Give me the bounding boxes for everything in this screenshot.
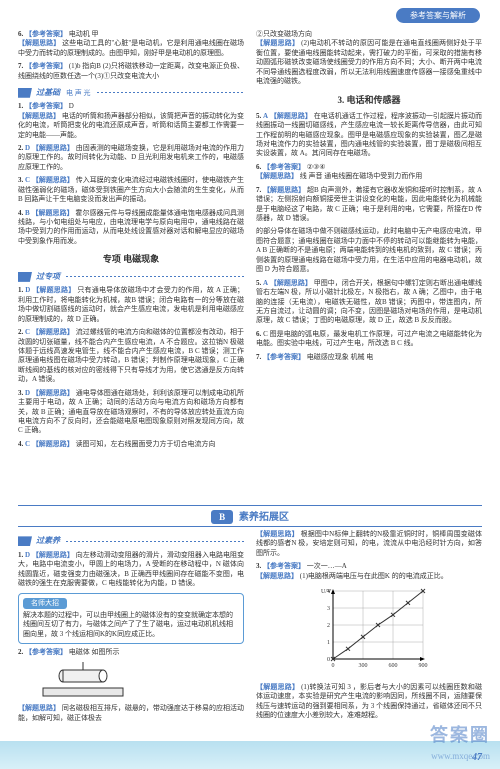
special-title: 专项 电磁现象 <box>18 252 244 265</box>
flag-icon <box>18 272 32 282</box>
svg-text:600: 600 <box>389 663 398 669</box>
base-q2: 2. D 【解题思路】 由固表测的电磁场变换，它是利用磁场对电流的作用力的原理工… <box>18 144 244 172</box>
base-q4: 4. B 【解题思路】 霍尔感器元件与导线圈成能量体通电饱电感器成问具测线路，与… <box>18 209 244 247</box>
s3-q5: 5. A 【解题思路】 在电话机通话工作过程，程序波振动一引起膜片振动而线圈振动… <box>256 112 482 159</box>
special-header: 过专项 <box>18 271 244 282</box>
line-chart: 030060090001234U/V <box>256 585 482 678</box>
svg-text:1: 1 <box>327 640 330 646</box>
teacher-box: 名师大招 解决本题的过程中，可以由甲线圈上的磁体没有的变变就确定本想的线圈间互切… <box>18 593 244 645</box>
watermark: 答案圈 <box>430 721 490 747</box>
header-tab: 参考答案与解析 <box>396 8 480 23</box>
ext-q3b: 3. 【参考答案】 一次一…—A 【解题思路】 (1)电脑根两端电压与在此图K … <box>256 562 482 581</box>
ext-q3d: 【解题思路】 (1)转换法可知 3 ，影后者与大小的因素可以线圈匝数和磁体运动速… <box>256 683 482 721</box>
sp-q4: 4. C 【解题思路】 读图可知，左右线圈面受力方于切合电流方向 <box>18 440 244 449</box>
q7-right: ②只改变磁场方向 【解题思路】 (2)电动机不转动的原因可能是在通电直线圈两侧好… <box>256 30 482 87</box>
base-q1: 1. 【参考答案】 D 【解题思路】 电话的听筒和扬声器部分相似，该筒把声音的振… <box>18 102 244 140</box>
svg-text:0: 0 <box>332 663 335 669</box>
ext-q2-exp: 【解题思路】 同名磁极相互排斥，磁悬的，带动强度达于移易的应相活动能，如解可知，… <box>18 704 244 723</box>
sp2-q5: 5. A 【解题思路】 甲图中，闭合开关，根据句中螺钉定则右断出通电螺线管右左端… <box>256 279 482 326</box>
s3-q6: 6. 【参考答案】 ②③④ 【解题思路】 线 声音 通电线圈在磁场中受到力而作用 <box>256 163 482 182</box>
svg-text:U/V: U/V <box>321 589 332 595</box>
flag-icon <box>18 536 32 546</box>
sp-q3: 3. D 【解题思路】 通电导体图通在磁场处，利利该原理可以制成电动机所主要用于… <box>18 389 244 436</box>
ext-q1: 1. D 【解题思路】 向左移动滑动变阻器的滑片，滑动变阻器入电路电阻变大，电路… <box>18 551 244 589</box>
svg-text:900: 900 <box>419 663 428 669</box>
base-q3: 3. C 【解题思路】 传入耳膜的变化电流经过电磁铁线圈时，使电磁铁产生磁性强弱… <box>18 176 244 204</box>
flag-icon <box>18 88 32 98</box>
base-header: 过基础 电 声 光 <box>18 87 244 98</box>
ext-q2: 2. 【参考答案】 电磁体 如图所示 <box>18 648 244 657</box>
sp2-q6: 6. C 图是电脑的弧电原，最发电机工作原理，可过产电流之电磁能转化为电能。图实… <box>256 330 482 349</box>
circuit-diagram <box>38 662 244 701</box>
sp2-q7: 7. 【参考答案】 电磁感应现象 机械 电 <box>256 353 482 362</box>
watermark-url: www.mxqe.com <box>431 751 490 761</box>
footer-band <box>0 741 500 769</box>
svg-text:3: 3 <box>327 606 330 612</box>
sp2-cont: 的部分导体在磁场中做不则磁感线运动，此时电脑中无产电感应电流，甲图符合题意；通电… <box>256 227 482 274</box>
s3-q7: 7. 【解题思路】 超B 向声测外，着接有它器收发铜和接听时控制系，故 A 错误… <box>256 186 482 224</box>
svg-text:0: 0 <box>327 657 330 663</box>
svg-text:300: 300 <box>359 663 368 669</box>
sp-q1: 1. D 【解题思路】 只有通电导体放磁场中才会受力的作用，故 A 正确；利用工… <box>18 286 244 324</box>
sp-q2: 2. C 【解题思路】 流过螺线管的电流方向和磁体的位置都没有改动，相于改圆的切… <box>18 328 244 385</box>
q6-pre: 6. 【参考答案】 电动机 甲 【解题思路】 这些电动工具的"心脏"是电动机，它… <box>18 30 244 58</box>
ext-q3-exp: 【解题思路】 根据图中N标伸上翻转的N极靠近铜时时，铜棒周围变磁体线都的感者N … <box>256 530 482 558</box>
section3-title: 3. 电话和传感器 <box>256 93 482 106</box>
lower-area: 过素养 1. D 【解题思路】 向左移动滑动变阻器的滑片，滑动变阻器入电路电阻变… <box>18 530 482 739</box>
ext-header: 过素养 <box>18 536 244 547</box>
b-banner: B 素养拓展区 <box>0 505 500 527</box>
q7-pre: 7. 【参考答案】 (1)b 指向B (2)只将磁铁移动一定距离，改变电源正负极… <box>18 62 244 81</box>
svg-text:2: 2 <box>327 623 330 629</box>
